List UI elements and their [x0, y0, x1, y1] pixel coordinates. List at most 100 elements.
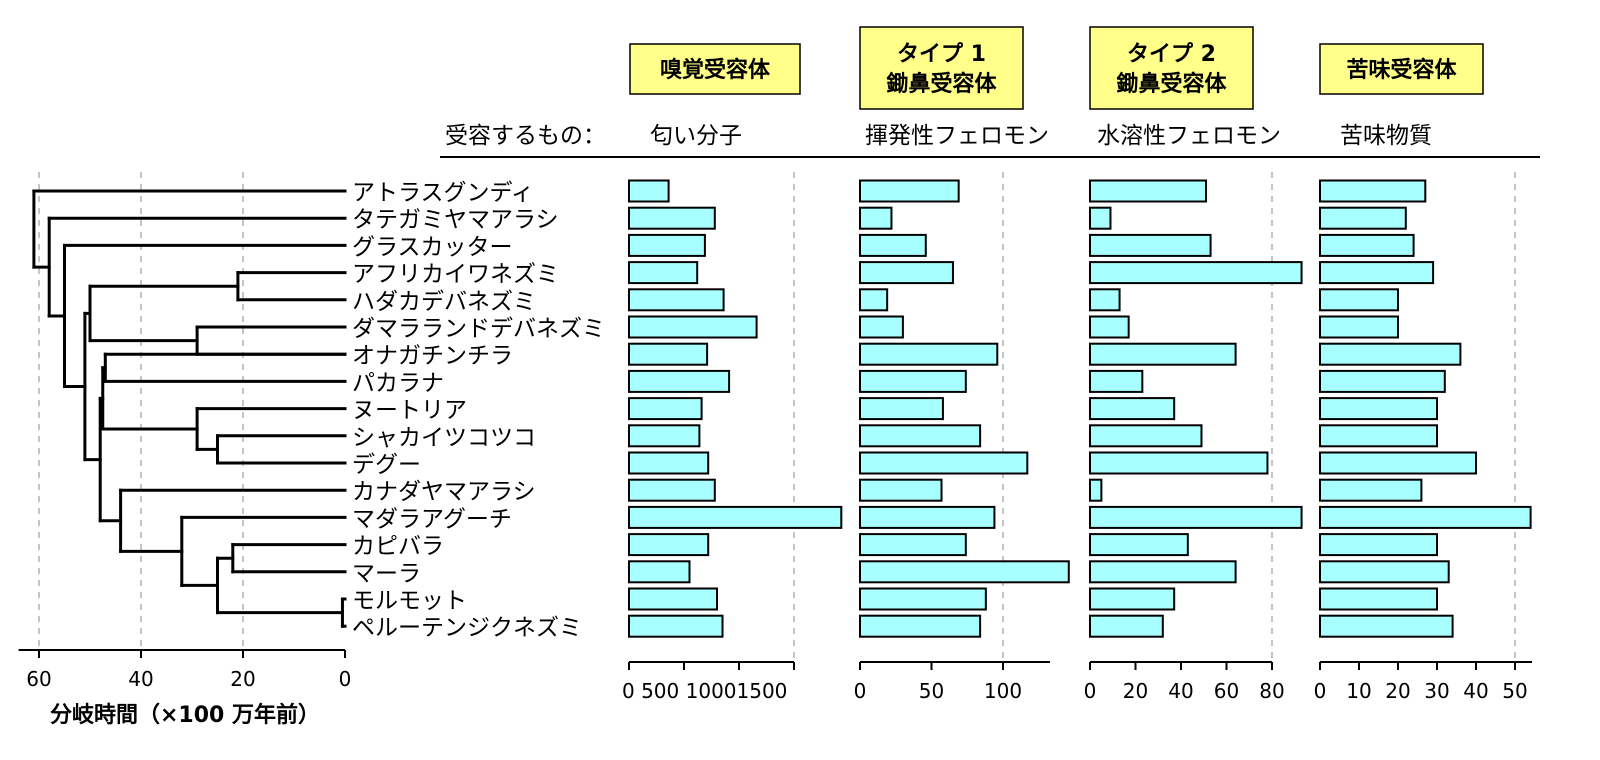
bar [1319, 342, 1462, 366]
panel-receptor-label: 匂い分子 [650, 123, 742, 149]
bar [628, 233, 706, 257]
bar [1089, 233, 1212, 257]
species-label: デグー [352, 452, 421, 478]
bar [1319, 397, 1438, 421]
tree-tick-label: 60 [26, 667, 51, 691]
bar [1319, 315, 1399, 339]
bar [628, 560, 691, 584]
bar [1089, 587, 1176, 611]
x-tick-label: 30 [1424, 679, 1449, 703]
bar [1319, 614, 1454, 638]
tree-tick-label: 20 [230, 667, 255, 691]
x-tick-label: 10 [1346, 679, 1371, 703]
tree-axis-title: 分岐時間（×100 万年前） [50, 702, 320, 728]
bar [859, 424, 982, 448]
panel-receptor-label: 揮発性フェロモン [865, 123, 1049, 149]
x-tick-label: 60 [1214, 679, 1239, 703]
bar-panel: 0 50 100 [854, 172, 1070, 703]
panel-title-line: 鋤鼻受容体 [886, 71, 997, 97]
x-tick-label: 20 [1123, 679, 1148, 703]
bar [628, 261, 699, 285]
bar [1089, 261, 1303, 285]
bar [859, 179, 960, 203]
bar [1089, 424, 1203, 448]
bar [1319, 261, 1435, 285]
bar [628, 179, 670, 203]
bar [1089, 614, 1164, 638]
species-labels: アトラスグンディタテガミヤマアラシグラスカッターアフリカイワネズミハダカデバネズ… [352, 180, 605, 641]
x-tick-label: 40 [1168, 679, 1193, 703]
tree-tick-label: 40 [128, 667, 153, 691]
bar [1089, 315, 1130, 339]
bar [1089, 342, 1237, 366]
bar [859, 206, 893, 230]
x-tick-label: 0 [1084, 679, 1097, 703]
bar [859, 342, 999, 366]
bar [628, 505, 843, 529]
species-label: マーラ [352, 561, 421, 587]
receptor-row-label: 受容するもの： [445, 123, 606, 149]
x-tick-label: 40 [1463, 679, 1488, 703]
species-label: パカラナ [352, 370, 444, 396]
bar [1089, 369, 1144, 393]
species-label: オナガチンチラ [352, 343, 513, 369]
x-tick-label: 0 [854, 679, 867, 703]
bar-panel: 0 500 10001500 [622, 172, 843, 703]
bar [628, 369, 731, 393]
bar [628, 478, 716, 502]
species-label: ペルーテンジクネズミ [352, 615, 582, 641]
x-tick-label: 50 [1502, 679, 1527, 703]
tree-tick-label: 0 [339, 667, 352, 691]
species-label: シャカイツコツコ [352, 425, 536, 451]
bar [1089, 478, 1103, 502]
bar [1089, 288, 1121, 312]
panel-title-line: 鋤鼻受容体 [1116, 71, 1227, 97]
x-tick-label: 0 [1314, 679, 1327, 703]
species-label: グラスカッター [352, 234, 513, 260]
bar [859, 233, 927, 257]
x-tick-label: 100 [984, 679, 1022, 703]
species-label: タテガミヤマアラシ [352, 207, 559, 233]
bar [1319, 424, 1438, 448]
species-label: ダマラランドデバネズミ [352, 316, 605, 342]
bar [1089, 560, 1237, 584]
panel-title-box [1089, 26, 1254, 110]
bar [628, 533, 710, 557]
panel-title-line: タイプ 2 [1127, 42, 1216, 67]
bar [628, 451, 710, 475]
bar [628, 206, 716, 230]
bar [1089, 206, 1112, 230]
species-label: ハダカデバネズミ [352, 289, 536, 315]
bar [859, 560, 1070, 584]
bar [1319, 560, 1450, 584]
bar [628, 288, 725, 312]
panel-title-box [629, 43, 801, 95]
bar [859, 315, 904, 339]
bar [859, 451, 1029, 475]
phylogenetic-tree: 60 40 20 0 分岐時間（×100 万年前） [18, 172, 352, 728]
bar [859, 369, 967, 393]
panel-title-line: タイプ 1 [897, 42, 986, 67]
species-label: カピバラ [352, 534, 444, 560]
x-tick-label: 50 [919, 679, 944, 703]
panel-title-box [1319, 43, 1484, 95]
species-label: モルモット [352, 588, 467, 614]
bar [859, 288, 889, 312]
species-label: アトラスグンディ [352, 180, 534, 206]
x-tick-labels: 0 500 10001500 [622, 679, 787, 703]
bar [859, 261, 954, 285]
bar [628, 342, 709, 366]
panel-title-line: 苦味受容体 [1346, 57, 1457, 83]
bar [628, 587, 718, 611]
panel-title-box [859, 26, 1024, 110]
panel-receptor-label: 水溶性フェロモン [1097, 123, 1281, 149]
bar [1319, 369, 1446, 393]
bar [1319, 587, 1438, 611]
bar [1319, 451, 1477, 475]
panel-receptor-label: 苦味物質 [1340, 123, 1432, 149]
species-label: マダラアグーチ [352, 506, 512, 532]
species-label: カナダヤマアラシ [352, 479, 536, 505]
bar [1089, 397, 1176, 421]
